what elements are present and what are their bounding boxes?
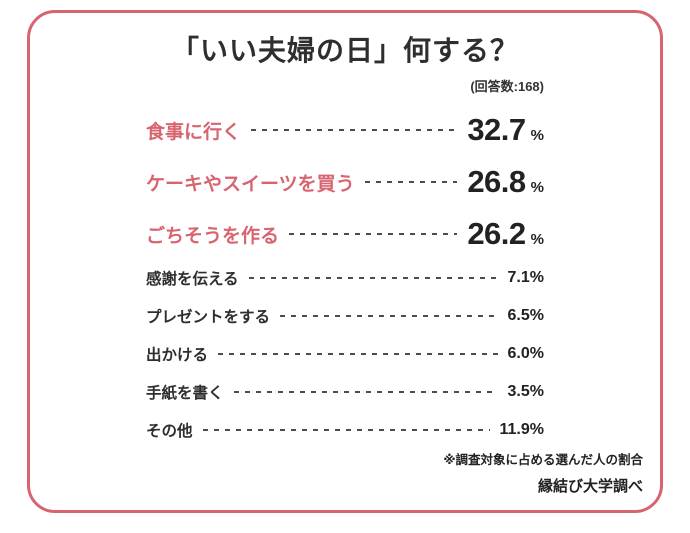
row-value-number: 6.0 [507, 345, 530, 362]
chart-row: ケーキやスイーツを買う 26.8% [146, 163, 544, 201]
row-label: 感謝を伝える [146, 271, 239, 288]
row-label: その他 [146, 423, 193, 440]
chart-body: (回答数:168) 食事に行く 32.7% ケーキやスイーツを買う 26.8% … [146, 76, 544, 441]
row-value: 11.9% [500, 421, 545, 439]
row-value-number: 26.8 [467, 164, 526, 199]
row-value: 7.1% [508, 269, 544, 287]
row-value: 26.8% [467, 164, 544, 200]
row-label: プレゼントをする [146, 309, 271, 326]
row-value-unit: % [530, 231, 544, 248]
footnote: ※調査対象に占める選んだ人の割合 [443, 453, 643, 467]
row-value-unit: % [529, 383, 544, 400]
row-label: ケーキやスイーツを買う [146, 173, 355, 195]
chart-row: 感謝を伝える 7.1% [146, 267, 544, 289]
chart-row: その他 11.9% [146, 419, 544, 441]
row-value: 6.5% [508, 307, 544, 325]
source-credit: 縁結び大学調べ [537, 478, 643, 495]
chart-row: 食事に行く 32.7% [146, 111, 544, 149]
leader-line [202, 429, 490, 431]
row-value: 6.0% [508, 345, 544, 363]
row-label: ごちそうを作る [146, 225, 280, 247]
row-value-unit: % [530, 179, 544, 196]
leader-line [289, 233, 458, 235]
leader-line [280, 315, 498, 317]
row-value-unit: % [529, 345, 544, 362]
survey-card: 「いい夫婦の日」何する？ (回答数:168) 食事に行く 32.7% ケーキやス… [27, 10, 663, 513]
row-label: 出かける [146, 347, 209, 364]
chart-row: 手紙を書く 3.5% [146, 381, 544, 403]
chart-row: ごちそうを作る 26.2% [146, 215, 544, 253]
row-value-unit: % [529, 269, 544, 286]
leader-line [251, 129, 458, 131]
row-label: 食事に行く [146, 121, 242, 143]
row-value-unit: % [529, 421, 544, 438]
row-value: 26.2% [467, 216, 544, 252]
chart-title: 「いい夫婦の日」何する？ [170, 35, 519, 66]
respondent-count: (回答数:168) [470, 79, 544, 94]
chart-rows: 食事に行く 32.7% ケーキやスイーツを買う 26.8% ごちそうを作る 26… [146, 111, 544, 441]
row-value-number: 6.5 [507, 307, 530, 324]
row-value-number: 26.2 [467, 216, 526, 251]
leader-line [364, 181, 458, 183]
leader-line [218, 353, 498, 355]
leader-line [233, 391, 498, 393]
row-value: 32.7% [467, 112, 544, 148]
row-value-unit: % [529, 307, 544, 324]
leader-line [248, 277, 498, 279]
row-value-number: 32.7 [467, 112, 526, 147]
row-value-number: 11.9 [499, 421, 530, 438]
row-value-unit: % [530, 127, 544, 144]
chart-row: 出かける 6.0% [146, 343, 544, 365]
row-value-number: 7.1 [507, 269, 530, 286]
row-value: 3.5% [508, 383, 544, 401]
chart-row: プレゼントをする 6.5% [146, 305, 544, 327]
row-value-number: 3.5 [507, 383, 530, 400]
row-label: 手紙を書く [146, 385, 224, 402]
